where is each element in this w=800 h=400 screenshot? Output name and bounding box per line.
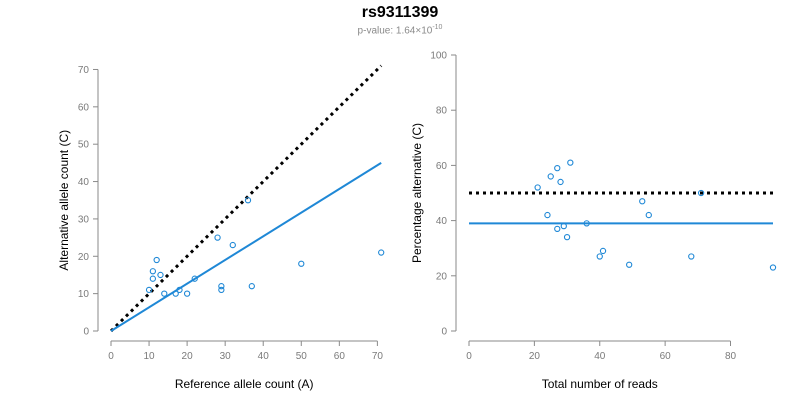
data-point (149, 275, 157, 282)
data-point (218, 283, 225, 290)
data-point (534, 184, 541, 191)
y-tick-label: 10 (78, 289, 90, 300)
y-axis-title: Alternative allele count (C) (57, 130, 71, 271)
x-tick-label: 40 (594, 351, 606, 362)
x-tick-label: 50 (296, 351, 308, 362)
data-point (145, 286, 153, 294)
y-tick-label: 0 (83, 327, 89, 338)
data-point (298, 260, 305, 267)
data-point (214, 234, 221, 241)
x-axis-title: Reference allele count (A) (175, 377, 314, 391)
data-point (599, 247, 607, 255)
data-point (697, 189, 705, 197)
chart-title: rs9311399 (361, 4, 439, 21)
x-tick-label: 0 (108, 351, 114, 362)
y-tick-label: 50 (78, 140, 90, 151)
data-point (172, 290, 179, 297)
x-tick-label: 60 (334, 351, 346, 362)
data-point (229, 241, 236, 249)
x-tick-label: 20 (529, 351, 541, 362)
y-tick-label: 40 (78, 177, 90, 188)
data-point (557, 178, 564, 186)
data-point (218, 286, 225, 294)
data-point (583, 220, 590, 227)
chart-panel-left: 0 10 20 30 40 50 60 70 0 10 20 30 40 50 60 70 Reference … (57, 64, 385, 391)
y-tick-label: 0 (441, 327, 447, 338)
data-point (149, 268, 157, 275)
x-tick-label: 20 (182, 351, 194, 362)
data-point (378, 249, 385, 256)
y-tick-label: 40 (436, 216, 448, 227)
data-point (554, 225, 561, 233)
data-point (645, 211, 652, 219)
pvalue-subtitle: p-value: 1.64×10-10 (0, 24, 800, 36)
data-point (176, 286, 183, 294)
data-point (554, 165, 561, 172)
x-tick-label: 10 (143, 351, 155, 362)
data-point (688, 253, 695, 260)
y-tick-label: 20 (436, 271, 448, 282)
data-point (626, 261, 633, 268)
x-axis-title: Total number of reads (542, 377, 658, 391)
fit-line (110, 162, 382, 332)
y-tick-label: 70 (78, 65, 90, 76)
data-point (157, 271, 164, 279)
y-tick-label: 60 (436, 161, 448, 172)
data-point (560, 222, 567, 230)
data-point (183, 290, 191, 297)
y-tick-label: 100 (430, 51, 447, 62)
pvalue-exponent: -10 (432, 24, 443, 31)
x-tick-label: 0 (466, 351, 472, 362)
data-point (248, 283, 255, 290)
data-point (161, 290, 168, 297)
x-tick-label: 80 (725, 351, 737, 362)
data-point (191, 275, 198, 282)
x-tick-label: 70 (372, 351, 384, 362)
data-point (769, 264, 777, 271)
chart-panel-right: 0 20 40 60 80 0 20 40 60 80 100 Total number of rea… (410, 51, 777, 391)
x-tick-label: 30 (220, 351, 232, 362)
x-tick-label: 40 (258, 351, 270, 362)
x-tick-label: 60 (660, 351, 672, 362)
y-axis-title: Percentage alternative (C) (410, 123, 424, 263)
data-point (596, 253, 603, 260)
data-point (153, 256, 160, 264)
y-tick-label: 20 (78, 252, 90, 263)
y-tick-label: 30 (78, 214, 90, 225)
pvalue-text: p-value: 1.64×10 (357, 25, 433, 37)
y-tick-label: 60 (78, 102, 90, 113)
data-point (567, 159, 574, 166)
data-point (547, 173, 554, 180)
y-tick-label: 80 (436, 106, 448, 117)
data-point (544, 211, 551, 219)
data-point (639, 198, 646, 205)
data-point (563, 234, 571, 241)
data-point (244, 197, 252, 204)
